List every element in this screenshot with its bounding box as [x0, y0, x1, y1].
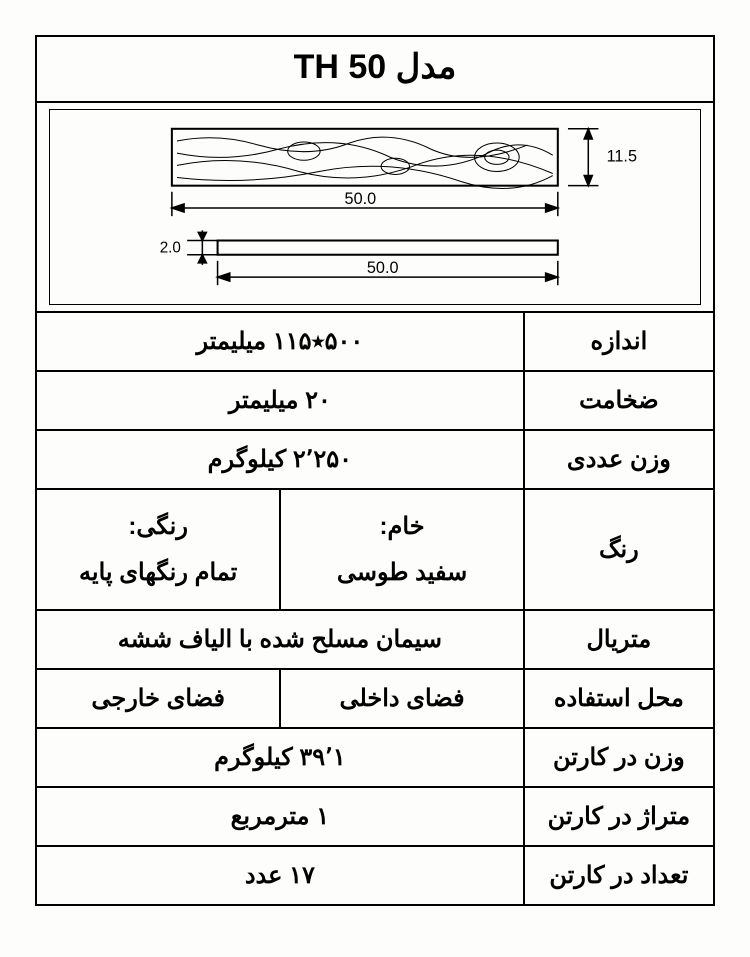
- value-box-weight: ۳۹٬۱ کیلوگرم: [37, 728, 524, 787]
- value-thickness: ۲۰ میلیمتر: [37, 371, 524, 430]
- value-box-count: ۱۷ عدد: [37, 846, 524, 904]
- row-thickness: ضخامت ۲۰ میلیمتر: [37, 371, 713, 430]
- label-color: رنگ: [524, 489, 713, 610]
- label-unit-weight: وزن عددی: [524, 430, 713, 489]
- label-thickness: ضخامت: [524, 371, 713, 430]
- color-raw-body: سفید طوسی: [289, 550, 514, 596]
- value-material: سیمان مسلح شده با الیاف ششه: [37, 610, 524, 669]
- label-size: اندازه: [524, 313, 713, 371]
- value-size: ۵۰۰٭۱۱۵ میلیمتر: [37, 313, 524, 371]
- color-raw-head: خام:: [289, 504, 514, 550]
- value-usage-indoor: فضای داخلی: [280, 669, 523, 728]
- value-color-tint: رنگی: تمام رنگهای پایه: [37, 489, 280, 610]
- row-unit-weight: وزن عددی ۲٬۲۵۰ کیلوگرم: [37, 430, 713, 489]
- label-box-area: متراژ در کارتن: [524, 787, 713, 846]
- value-usage-outdoor: فضای خارجی: [37, 669, 280, 728]
- value-unit-weight: ۲٬۲۵۰ کیلوگرم: [37, 430, 524, 489]
- dim-width-top: 50.0: [345, 190, 377, 208]
- label-box-weight: وزن در کارتن: [524, 728, 713, 787]
- value-box-area: ۱ مترمربع: [37, 787, 524, 846]
- color-tint-head: رنگی:: [45, 504, 271, 550]
- row-box-area: متراژ در کارتن ۱ مترمربع: [37, 787, 713, 846]
- dim-height: 11.5: [607, 147, 637, 165]
- dim-width-bottom: 50.0: [367, 259, 399, 277]
- row-box-weight: وزن در کارتن ۳۹٬۱ کیلوگرم: [37, 728, 713, 787]
- label-box-count: تعداد در کارتن: [524, 846, 713, 904]
- card-title: مدل TH 50: [37, 37, 713, 103]
- diagram-frame: 11.5 50.0: [49, 109, 701, 305]
- value-color-raw: خام: سفید طوسی: [280, 489, 523, 610]
- diagram-cell: 11.5 50.0: [37, 103, 713, 313]
- dim-thickness: 2.0: [160, 240, 181, 257]
- label-material: متریال: [524, 610, 713, 669]
- spec-table: اندازه ۵۰۰٭۱۱۵ میلیمتر ضخامت ۲۰ میلیمتر …: [37, 313, 713, 904]
- dimension-diagram: 11.5 50.0: [50, 110, 700, 304]
- color-tint-body: تمام رنگهای پایه: [45, 550, 271, 596]
- row-material: متریال سیمان مسلح شده با الیاف ششه: [37, 610, 713, 669]
- label-usage: محل استفاده: [524, 669, 713, 728]
- row-usage: محل استفاده فضای داخلی فضای خارجی: [37, 669, 713, 728]
- row-box-count: تعداد در کارتن ۱۷ عدد: [37, 846, 713, 904]
- row-color: رنگ خام: سفید طوسی رنگی: تمام رنگهای پای…: [37, 489, 713, 610]
- row-size: اندازه ۵۰۰٭۱۱۵ میلیمتر: [37, 313, 713, 371]
- spec-card: مدل TH 50: [35, 35, 715, 906]
